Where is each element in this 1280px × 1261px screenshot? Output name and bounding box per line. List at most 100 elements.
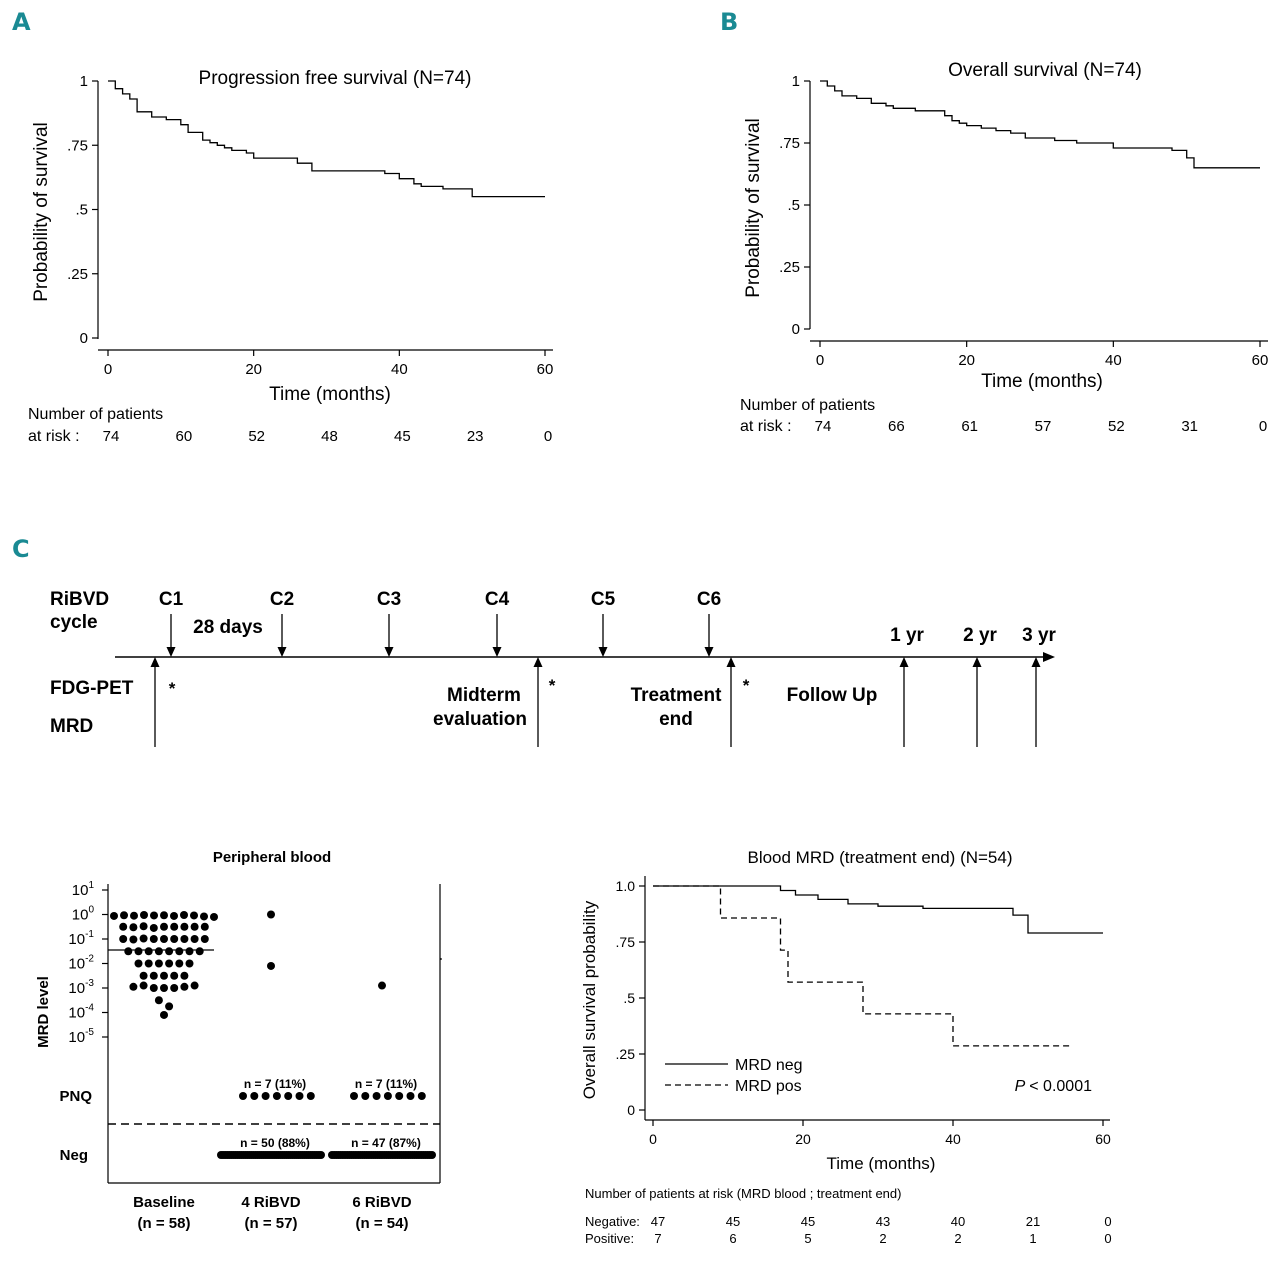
os-atrisk-value: 52 bbox=[1108, 418, 1125, 435]
mrd-title: Blood MRD (treatment end) (N=54) bbox=[747, 848, 1012, 867]
mrd-atrisk-value: 2 bbox=[879, 1231, 886, 1246]
os-x-tick-label: 20 bbox=[958, 352, 975, 369]
pfs-atrisk-value: 45 bbox=[394, 428, 411, 445]
timeline-interval-label: 28 days bbox=[193, 617, 263, 638]
os-atrisk-values: 74 66 61 57 52 31 0 bbox=[815, 418, 1268, 435]
pb-dot bbox=[428, 1151, 436, 1159]
timeline-cycles: C1 C2 C3 C4 C5 C6 bbox=[159, 589, 721, 657]
pfs-y-tick-label: 1 bbox=[80, 73, 88, 90]
pb-dots: n = 7 (11%) n = 50 (88%) n = 7 (11%) n = 47… bbox=[110, 910, 436, 1159]
pb-dot bbox=[284, 1092, 293, 1100]
pb-y-tick-exponent: -5 bbox=[85, 1027, 94, 1038]
pfs-x-tick-label: 20 bbox=[245, 361, 262, 378]
pb-y-tick-exponent: 1 bbox=[88, 880, 94, 891]
pb-dot bbox=[180, 910, 188, 919]
pb-dot bbox=[170, 984, 179, 992]
pb-neg-count: n = 47 (87%) bbox=[351, 1136, 421, 1150]
asterisk-baseline: * bbox=[169, 679, 176, 698]
pb-dot bbox=[170, 922, 179, 931]
pfs-atrisk-value: 74 bbox=[103, 428, 120, 445]
cycle-label: C1 bbox=[159, 589, 184, 610]
os-title: Overall survival (N=74) bbox=[948, 60, 1142, 81]
os-ylabel: Probability of survival bbox=[743, 118, 764, 298]
pb-dot bbox=[120, 911, 128, 920]
pb-dot bbox=[139, 971, 148, 980]
year-arrow-head bbox=[1031, 657, 1041, 667]
mrd-y-ticks: 0 .25 .5 .75 1.0 bbox=[616, 878, 645, 1118]
legend-label-mrd-neg: MRD neg bbox=[735, 1057, 803, 1074]
mrd-x-ticks: 0 20 40 60 bbox=[649, 1120, 1111, 1147]
mrd-label: MRD bbox=[50, 716, 93, 737]
p-value-symbol: P bbox=[1015, 1078, 1026, 1095]
pfs-survival-curve bbox=[108, 80, 545, 198]
pb-dot bbox=[134, 947, 143, 956]
pb-dot bbox=[170, 935, 179, 943]
pb-y-tick-label: 101 bbox=[72, 880, 95, 899]
pb-y-tick-base: 10 bbox=[68, 931, 85, 948]
timeline-axis-arrowhead bbox=[1043, 652, 1055, 662]
pb-dot bbox=[149, 971, 158, 980]
pb-y-tick-base: 10 bbox=[68, 956, 85, 973]
pb-dot bbox=[154, 959, 163, 968]
pb-dot bbox=[267, 961, 275, 970]
pb-y-tick-label: 10-1 bbox=[68, 929, 94, 948]
os-atrisk-value: 66 bbox=[888, 418, 905, 435]
pb-dot bbox=[180, 922, 189, 931]
pb-dot bbox=[110, 911, 118, 920]
pfs-atrisk-value: 48 bbox=[321, 428, 338, 445]
pfs-atrisk-values: 74 60 52 48 45 23 0 bbox=[103, 428, 553, 445]
pb-ylabel: MRD level bbox=[35, 976, 52, 1048]
year-arrow-head bbox=[899, 657, 909, 667]
pb-title: Peripheral blood bbox=[213, 849, 331, 866]
pb-dot bbox=[150, 911, 158, 920]
mrd-atrisk-value: 45 bbox=[726, 1214, 740, 1229]
pb-dot bbox=[160, 984, 168, 992]
mrd-atrisk-value: 5 bbox=[804, 1231, 811, 1246]
mrd-os-chart: Blood MRD (treatment end) (N=54) Overall… bbox=[580, 848, 1112, 1246]
mrd_os-x-tick-label: 60 bbox=[1095, 1131, 1111, 1147]
mrd-atrisk-title: Number of patients at risk (MRD blood ; … bbox=[585, 1186, 901, 1201]
pb-dot bbox=[134, 959, 143, 968]
pb-dot bbox=[185, 959, 194, 968]
pb-y-tick-exponent: -3 bbox=[85, 978, 94, 989]
pb-y-tick-base: 10 bbox=[72, 882, 89, 899]
pb-dot bbox=[165, 1002, 174, 1011]
pfs-y-tick-label: .5 bbox=[75, 202, 88, 219]
pb-dot bbox=[160, 971, 168, 980]
fdg-pet-label: FDG-PET bbox=[50, 678, 134, 699]
pb-dot bbox=[306, 1092, 315, 1100]
pb-dot bbox=[119, 935, 128, 943]
pb-dot bbox=[372, 1092, 381, 1100]
year-label: 1 yr bbox=[890, 625, 924, 646]
pb-y-tick-base: 10 bbox=[68, 1029, 85, 1046]
pfs-x-tick-label: 60 bbox=[537, 361, 554, 378]
pb-dot bbox=[383, 1092, 392, 1100]
os-atrisk-value: 31 bbox=[1181, 418, 1198, 435]
panel-label-b: B bbox=[720, 8, 738, 36]
pb-dot bbox=[185, 947, 194, 956]
pb-dot bbox=[149, 923, 158, 932]
mrd_os-y-tick-label: .5 bbox=[623, 990, 635, 1006]
os-x-tick-label: 60 bbox=[1252, 352, 1269, 369]
pfs-y-tick-label: .75 bbox=[67, 137, 88, 154]
evaluation-arrow-head bbox=[533, 657, 543, 667]
panel-label-a: A bbox=[12, 8, 31, 36]
pb-dot bbox=[154, 947, 163, 956]
cycle-arrow-head bbox=[704, 647, 714, 657]
evaluation-arrow-head bbox=[150, 657, 160, 667]
pb-dot bbox=[417, 1092, 426, 1100]
pb-dot bbox=[361, 1092, 370, 1100]
pb-dot bbox=[378, 981, 386, 990]
pfs-ylabel: Probability of survival bbox=[31, 122, 52, 302]
pb-y-tick-exponent: 0 bbox=[88, 905, 94, 916]
year-label: 2 yr bbox=[963, 625, 997, 646]
mrd-ylabel: Overall survival probability bbox=[580, 900, 599, 1099]
pb-dot bbox=[129, 923, 138, 932]
pb-y-tick-exponent: -1 bbox=[85, 929, 94, 940]
os-x-tick-label: 0 bbox=[816, 352, 824, 369]
mrd-atrisk-value: 0 bbox=[1104, 1214, 1111, 1229]
pfs-y-ticks: 0 .25 .5 .75 1 bbox=[67, 73, 98, 347]
pb-dot bbox=[267, 910, 275, 919]
mrd_os-x-tick-label: 40 bbox=[945, 1131, 961, 1147]
pfs-y-tick-label: .25 bbox=[67, 266, 88, 283]
